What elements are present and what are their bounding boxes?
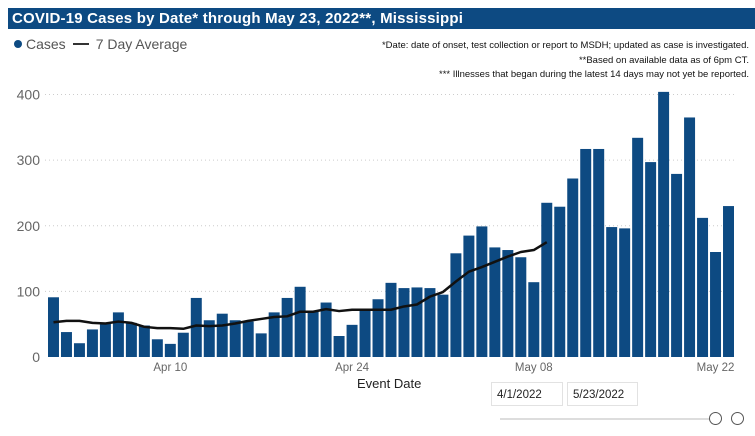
y-tick-label: 300	[17, 152, 41, 168]
bar	[554, 206, 566, 357]
bar	[307, 311, 319, 357]
bar	[190, 297, 202, 357]
bar	[580, 148, 592, 357]
bar	[48, 297, 59, 357]
bar	[385, 282, 397, 357]
bar	[619, 228, 631, 357]
slider-start-handle[interactable]	[709, 412, 722, 425]
footnotes: *Date: date of onset, test collection or…	[382, 39, 749, 83]
bar	[242, 321, 254, 357]
legend[interactable]: Cases 7 Day Average	[14, 36, 187, 52]
bar	[671, 173, 683, 357]
bar	[502, 250, 514, 357]
bar	[593, 148, 605, 357]
bar	[125, 322, 137, 357]
bar	[86, 329, 98, 357]
note-3: *** Illnesses that began during the late…	[439, 69, 749, 80]
bar	[255, 333, 267, 357]
bar	[359, 310, 371, 357]
bar	[437, 294, 449, 357]
bar	[216, 313, 228, 357]
bar	[203, 320, 215, 357]
bar	[541, 202, 553, 357]
bar	[372, 299, 384, 357]
avg-legend-marker	[72, 43, 89, 45]
bar	[60, 332, 72, 357]
bar	[411, 287, 423, 357]
legend-cases[interactable]: Cases	[26, 36, 66, 52]
bar	[398, 288, 410, 357]
bar	[333, 336, 345, 357]
bar	[710, 252, 722, 357]
cases-legend-marker	[14, 40, 22, 48]
bar	[697, 217, 709, 357]
start-date-input[interactable]: 4/1/2022	[491, 382, 563, 406]
bar	[424, 288, 436, 357]
bar	[229, 320, 241, 357]
x-tick-label: May 08	[515, 362, 553, 374]
bar	[73, 343, 85, 357]
x-tick-label: May 22	[697, 362, 735, 374]
bar	[476, 226, 488, 357]
bar	[567, 178, 579, 357]
bar	[528, 282, 540, 357]
y-tick-label: 400	[17, 87, 41, 103]
x-tick-label: Apr 24	[335, 362, 369, 374]
bar	[489, 247, 501, 357]
bar	[151, 339, 163, 357]
bar	[463, 235, 475, 357]
bar	[632, 137, 644, 357]
bar	[684, 117, 696, 357]
bar	[515, 257, 527, 357]
legend-avg[interactable]: 7 Day Average	[95, 36, 188, 52]
bar	[177, 332, 189, 357]
note-1: *Date: date of onset, test collection or…	[381, 40, 749, 51]
bar	[268, 312, 280, 357]
bar	[606, 227, 618, 357]
bar	[138, 325, 150, 357]
slider-end-handle[interactable]	[731, 412, 744, 425]
y-tick-label: 200	[17, 218, 41, 234]
bar	[450, 253, 462, 357]
bar	[320, 302, 332, 357]
bar	[658, 91, 670, 357]
end-date-input[interactable]: 5/23/2022	[567, 382, 638, 406]
bar	[99, 322, 111, 357]
date-range-slider[interactable]	[500, 418, 718, 420]
chart-title: COVID-19 Cases by Date* through May 23, …	[8, 8, 755, 29]
bar	[346, 324, 358, 357]
bar	[281, 297, 293, 357]
bar	[723, 206, 734, 357]
y-tick-label: 100	[17, 283, 41, 299]
x-axis-label: Event Date	[357, 376, 422, 391]
x-tick-label: Apr 10	[153, 362, 187, 374]
bar	[112, 312, 124, 357]
seven-day-average-line	[53, 241, 548, 331]
bar	[294, 286, 306, 357]
note-2: **Based on available data as of 6pm CT.	[578, 54, 749, 66]
bar	[645, 162, 657, 357]
bar	[164, 343, 176, 357]
y-tick-label: 0	[32, 349, 40, 365]
